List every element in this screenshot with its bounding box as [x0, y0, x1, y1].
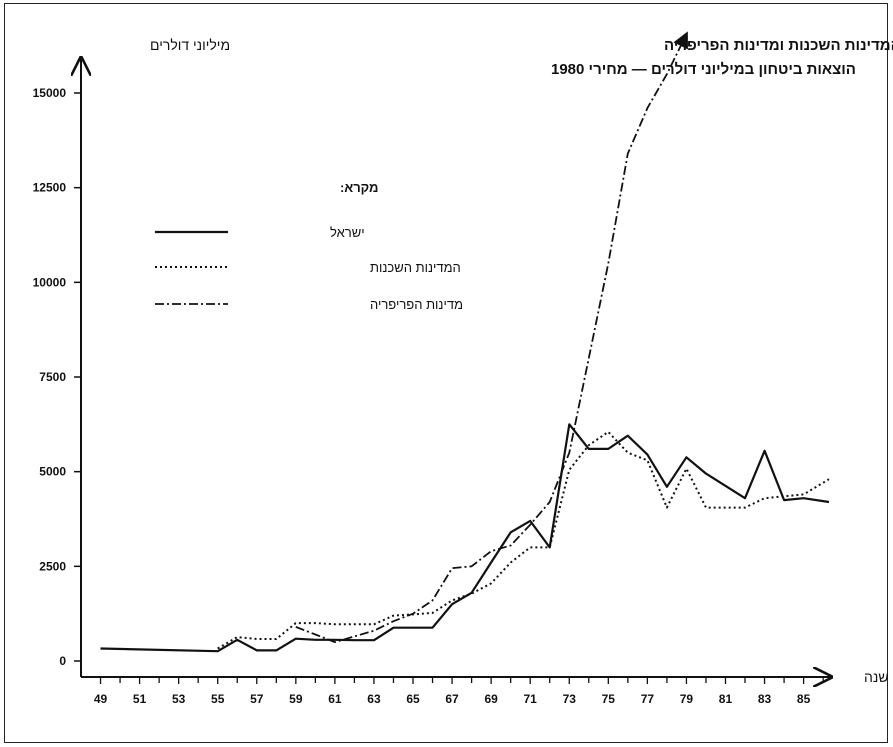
x-tick-label: 69 [484, 692, 498, 706]
x-tick-label: 71 [524, 692, 538, 706]
x-tick-label: 53 [172, 692, 186, 706]
x-tick-label: 51 [133, 692, 147, 706]
y-axis-label: מיליוני דולרים [150, 37, 230, 53]
x-tick-label: 61 [328, 692, 342, 706]
x-tick-label: 63 [367, 692, 381, 706]
x-tick-label: 67 [445, 692, 459, 706]
y-tick-label: 0 [59, 654, 66, 668]
x-tick-label: 65 [406, 692, 420, 706]
series-line-neighbors [217, 430, 830, 650]
y-tick-label: 12500 [33, 181, 67, 195]
x-ticks: 49 51 53 55 57 59 61 63 65 67 69 71 73 75 77 79 81 83 85 [94, 677, 824, 706]
x-tick-label: 57 [250, 692, 264, 706]
x-tick-label: 83 [758, 692, 772, 706]
series-lines [100, 31, 830, 653]
x-tick-label: 55 [211, 692, 225, 706]
series-line-israel [100, 423, 830, 653]
x-tick-label: 73 [563, 692, 577, 706]
y-ticks: 0 2500 5000 7500 10000 12500 15000 [33, 86, 81, 668]
x-tick-label: 85 [797, 692, 811, 706]
chart-title-line1: תרשים 1 — ישראל מול המדינות השכנות ומדינ… [664, 37, 893, 54]
y-tick-label: 2500 [39, 559, 66, 573]
x-tick-label: 79 [680, 692, 694, 706]
chart-title-line2: הוצאות ביטחון במיליוני דולרים — מחירי 19… [551, 61, 856, 78]
legend-label-neighbors: המדינות השכנות [370, 260, 461, 275]
y-tick-label: 7500 [39, 370, 66, 384]
y-tick-label: 5000 [39, 465, 66, 479]
legend-label-periphery: מדינות הפריפריה [370, 297, 463, 312]
y-tick-label: 10000 [33, 275, 67, 289]
x-tick-label: 77 [641, 692, 655, 706]
legend-label-israel: ישראל [330, 225, 365, 240]
legend: מקרא: ישראל המדינות השכנות מדינות הפריפר… [155, 180, 463, 312]
x-tick-label: 59 [289, 692, 303, 706]
x-tick-label: 49 [94, 692, 108, 706]
series-line-periphery [295, 31, 688, 643]
x-axis-label: שנה [864, 669, 889, 685]
y-tick-label: 15000 [33, 86, 67, 100]
chart-frame [4, 3, 888, 743]
x-tick-label: 81 [719, 692, 733, 706]
legend-title: מקרא: [340, 180, 379, 195]
x-tick-label: 75 [602, 692, 616, 706]
